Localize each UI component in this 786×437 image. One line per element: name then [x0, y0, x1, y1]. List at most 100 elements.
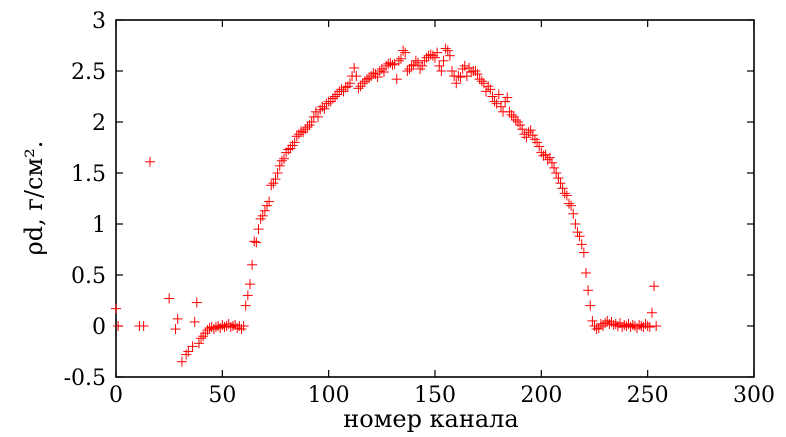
data-points: [111, 43, 662, 367]
data-point: [232, 323, 243, 334]
data-point: [481, 86, 492, 97]
data-point: [261, 200, 272, 211]
data-point: [400, 47, 411, 58]
data-point: [546, 157, 557, 168]
data-point: [506, 109, 517, 120]
data-point: [302, 122, 313, 133]
data-point: [319, 103, 330, 114]
data-point: [189, 316, 200, 327]
data-point: [353, 83, 364, 94]
data-point: [378, 67, 389, 78]
data-point: [568, 208, 579, 219]
y-tick-label: 0: [92, 315, 106, 340]
data-point: [402, 66, 413, 76]
data-point: [619, 319, 630, 330]
data-point: [387, 59, 398, 70]
data-point: [176, 356, 187, 367]
data-point: [357, 78, 368, 89]
data-point: [525, 125, 536, 136]
data-point: [551, 168, 562, 178]
data-point: [625, 322, 636, 333]
data-point: [321, 98, 332, 109]
data-point: [172, 313, 183, 324]
x-tick-label: 150: [414, 383, 456, 408]
data-point: [391, 74, 402, 85]
data-point: [485, 84, 496, 95]
data-point: [646, 307, 657, 318]
data-point: [583, 285, 594, 296]
data-point: [351, 71, 362, 82]
data-point: [191, 297, 202, 308]
data-point: [279, 153, 290, 164]
data-point: [364, 73, 375, 84]
y-axis-label: ρd, г/см².: [20, 141, 48, 256]
data-point: [570, 219, 581, 229]
data-point: [268, 178, 279, 189]
data-point: [138, 321, 149, 331]
data-point: [213, 321, 224, 331]
data-point: [591, 324, 602, 335]
y-tick-label: 1: [92, 213, 106, 238]
data-point: [368, 68, 379, 79]
data-point: [113, 321, 124, 331]
data-point: [244, 279, 255, 290]
data-point: [247, 259, 258, 270]
data-point: [502, 92, 513, 103]
data-point: [447, 66, 458, 76]
data-point: [406, 60, 417, 71]
data-point: [217, 319, 228, 330]
data-point: [270, 174, 281, 185]
data-point: [466, 67, 477, 78]
data-point: [145, 156, 156, 167]
data-point: [296, 126, 307, 137]
data-point: [272, 168, 283, 178]
data-point: [559, 188, 570, 199]
data-point: [276, 155, 287, 166]
data-point: [374, 66, 385, 76]
data-point: [430, 52, 440, 63]
data-point: [510, 114, 521, 125]
data-point: [187, 341, 198, 352]
data-point: [310, 106, 321, 117]
data-point: [338, 86, 349, 97]
data-point: [642, 321, 653, 331]
data-point: [300, 124, 311, 135]
data-point: [196, 333, 207, 344]
data-point: [574, 231, 585, 242]
y-tick-label: 2: [92, 111, 106, 136]
data-point: [521, 132, 532, 143]
data-point: [515, 120, 526, 131]
data-point: [453, 71, 464, 82]
data-point: [455, 72, 466, 83]
data-point: [585, 300, 596, 311]
data-point: [434, 60, 445, 71]
data-point: [289, 137, 300, 148]
data-point: [410, 55, 421, 66]
data-point: [251, 237, 262, 248]
data-point: [283, 144, 294, 155]
y-tick-label: 0.5: [71, 264, 106, 289]
x-tick-label: 250: [627, 383, 669, 408]
data-point: [608, 319, 619, 330]
x-axis-label: номер канала: [343, 405, 518, 433]
data-point: [476, 76, 487, 87]
data-point: [242, 290, 253, 301]
data-point: [313, 111, 324, 122]
data-point: [487, 91, 498, 102]
data-point: [204, 323, 215, 334]
data-point: [517, 124, 528, 135]
data-point: [595, 318, 606, 329]
data-point: [266, 180, 277, 191]
data-point: [408, 59, 419, 70]
data-point: [610, 318, 621, 329]
data-point: [621, 321, 632, 331]
data-point: [493, 89, 504, 100]
data-point: [436, 66, 447, 76]
data-point: [527, 130, 538, 141]
data-point: [417, 60, 428, 71]
x-tick-label: 200: [520, 383, 562, 408]
x-tick-label: 100: [308, 383, 350, 408]
x-tick-label: 300: [733, 383, 775, 408]
data-point: [578, 247, 589, 258]
